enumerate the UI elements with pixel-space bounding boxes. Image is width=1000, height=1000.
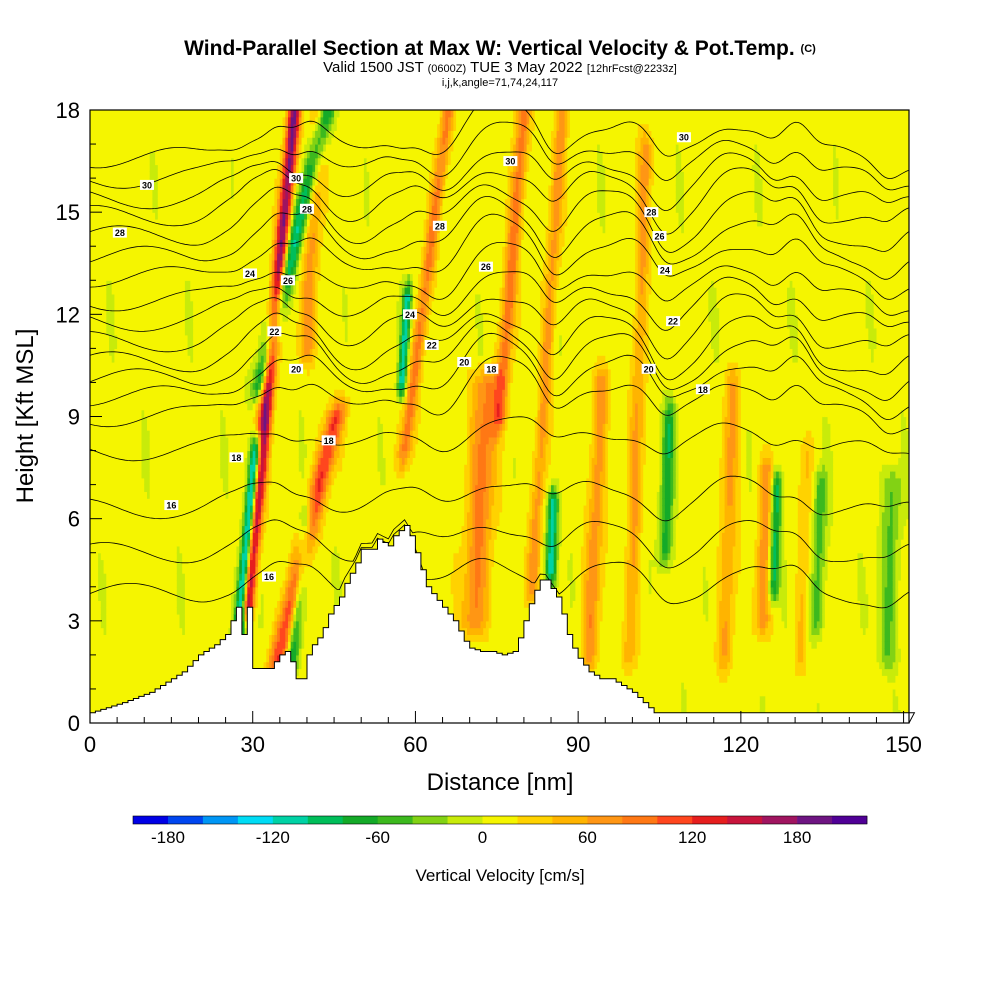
cross-section-chart: 3028161824302826222018162422201828263028… <box>0 0 1000 1000</box>
vertical-velocity-field <box>90 103 910 723</box>
